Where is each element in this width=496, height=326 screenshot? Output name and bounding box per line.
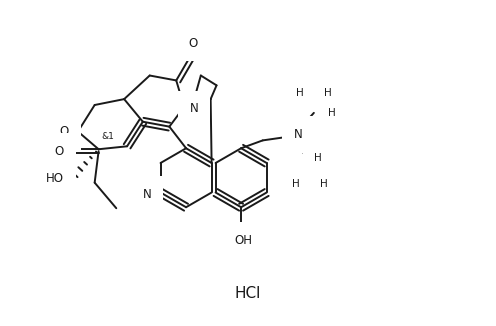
Text: H: H xyxy=(296,88,304,98)
Text: H: H xyxy=(292,179,300,189)
Text: &1: &1 xyxy=(102,132,115,141)
Text: O: O xyxy=(55,145,64,158)
Text: O: O xyxy=(60,125,69,138)
Text: H: H xyxy=(328,108,335,118)
Text: H: H xyxy=(314,153,322,163)
Text: N: N xyxy=(142,188,151,201)
Text: H: H xyxy=(324,88,331,98)
Text: O: O xyxy=(188,37,197,50)
Text: N: N xyxy=(294,128,303,141)
Text: N: N xyxy=(189,102,198,115)
Text: HCl: HCl xyxy=(235,286,261,301)
Text: HO: HO xyxy=(46,172,64,185)
Text: H: H xyxy=(320,179,327,189)
Text: OH: OH xyxy=(234,234,252,247)
